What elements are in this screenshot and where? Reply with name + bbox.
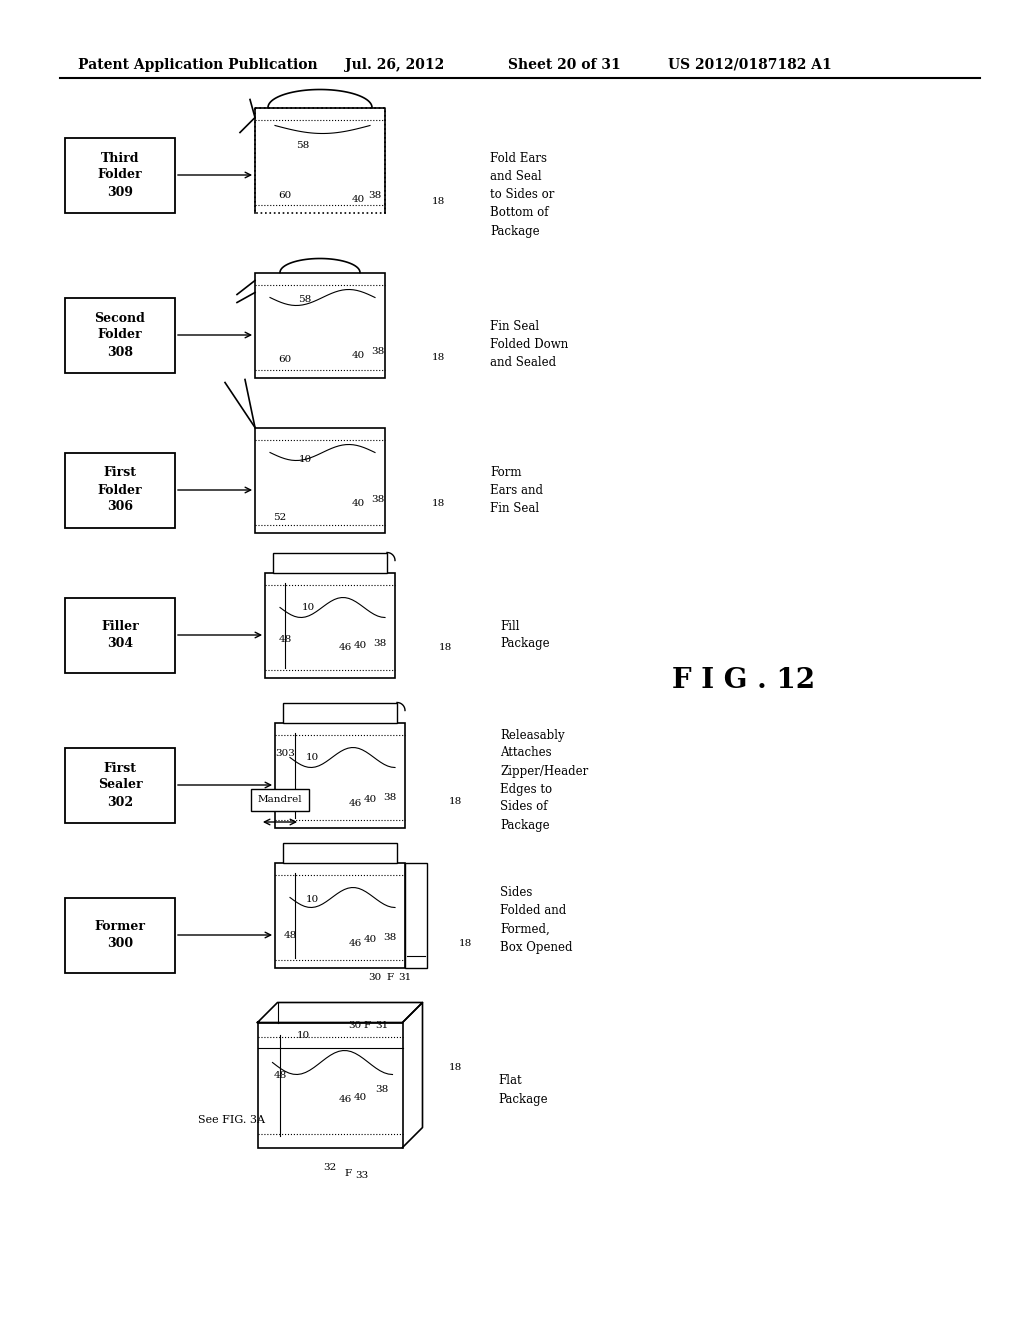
Text: 48: 48 bbox=[284, 931, 297, 940]
Text: 10: 10 bbox=[305, 895, 318, 904]
Text: F: F bbox=[344, 1168, 351, 1177]
Text: 46: 46 bbox=[338, 1096, 351, 1105]
Text: Releasably
Attaches
Zipper/Header
Edges to
Sides of
Package: Releasably Attaches Zipper/Header Edges … bbox=[500, 729, 588, 832]
Text: 10: 10 bbox=[305, 752, 318, 762]
Text: 52: 52 bbox=[273, 513, 287, 523]
Text: Third
Folder
309: Third Folder 309 bbox=[97, 152, 142, 198]
Text: Filler
304: Filler 304 bbox=[101, 620, 139, 649]
Bar bbox=[65, 297, 175, 372]
Text: 40: 40 bbox=[364, 936, 377, 945]
Text: 38: 38 bbox=[376, 1085, 389, 1094]
Text: First
Sealer
302: First Sealer 302 bbox=[97, 762, 142, 808]
Text: 18: 18 bbox=[431, 352, 444, 362]
Text: 30: 30 bbox=[348, 1020, 361, 1030]
Text: 40: 40 bbox=[351, 351, 365, 359]
Text: 38: 38 bbox=[369, 190, 382, 199]
Text: 32: 32 bbox=[324, 1163, 337, 1172]
Bar bbox=[283, 702, 397, 722]
Bar bbox=[65, 453, 175, 528]
Text: 40: 40 bbox=[351, 499, 365, 507]
Text: 10: 10 bbox=[301, 602, 314, 611]
Bar bbox=[283, 842, 397, 862]
Text: 46: 46 bbox=[348, 799, 361, 808]
Bar bbox=[257, 110, 383, 210]
Bar bbox=[65, 898, 175, 973]
Text: F I G . 12: F I G . 12 bbox=[672, 667, 815, 693]
Bar bbox=[255, 428, 385, 532]
Text: See FIG. 3A: See FIG. 3A bbox=[198, 1115, 265, 1125]
Text: Jul. 26, 2012: Jul. 26, 2012 bbox=[345, 58, 444, 73]
Text: US 2012/0187182 A1: US 2012/0187182 A1 bbox=[668, 58, 831, 73]
Text: 31: 31 bbox=[398, 974, 412, 982]
Text: 46: 46 bbox=[338, 644, 351, 652]
Text: 46: 46 bbox=[348, 939, 361, 948]
Text: Flat
Package: Flat Package bbox=[498, 1074, 548, 1106]
Bar bbox=[65, 598, 175, 672]
Text: Sheet 20 of 31: Sheet 20 of 31 bbox=[508, 58, 621, 73]
Text: 48: 48 bbox=[273, 1071, 287, 1080]
Text: 48: 48 bbox=[286, 791, 299, 800]
Text: 38: 38 bbox=[372, 347, 385, 356]
Text: First
Folder
306: First Folder 306 bbox=[97, 466, 142, 513]
Text: F: F bbox=[386, 974, 393, 982]
Text: 40: 40 bbox=[364, 796, 377, 804]
Bar bbox=[65, 137, 175, 213]
Bar bbox=[251, 789, 309, 810]
Text: 48: 48 bbox=[279, 635, 292, 644]
Text: 58: 58 bbox=[298, 296, 311, 305]
Bar bbox=[255, 272, 385, 378]
Text: 38: 38 bbox=[383, 793, 396, 803]
Text: F: F bbox=[364, 1020, 371, 1030]
Text: 18: 18 bbox=[449, 1064, 462, 1072]
Text: 18: 18 bbox=[431, 198, 444, 206]
Text: 18: 18 bbox=[431, 499, 444, 507]
Text: 40: 40 bbox=[353, 1093, 367, 1101]
Text: 60: 60 bbox=[279, 190, 292, 199]
Text: Fill
Package: Fill Package bbox=[500, 619, 550, 651]
Bar bbox=[65, 747, 175, 822]
Text: 58: 58 bbox=[296, 140, 309, 149]
Text: 10: 10 bbox=[296, 1031, 309, 1040]
Bar bbox=[406, 862, 427, 968]
Text: Fin Seal
Folded Down
and Sealed: Fin Seal Folded Down and Sealed bbox=[490, 321, 568, 370]
Bar bbox=[257, 1023, 402, 1147]
Text: 38: 38 bbox=[374, 639, 387, 648]
Text: Form
Ears and
Fin Seal: Form Ears and Fin Seal bbox=[490, 466, 543, 515]
Text: 38: 38 bbox=[372, 495, 385, 504]
Text: 31: 31 bbox=[376, 1020, 389, 1030]
Text: 33: 33 bbox=[355, 1171, 369, 1180]
Text: Patent Application Publication: Patent Application Publication bbox=[78, 58, 317, 73]
Text: 10: 10 bbox=[298, 455, 311, 465]
Text: 38: 38 bbox=[383, 933, 396, 942]
Text: Mandrel: Mandrel bbox=[258, 796, 302, 804]
Bar bbox=[275, 862, 406, 968]
Text: 40: 40 bbox=[353, 640, 367, 649]
Text: 18: 18 bbox=[459, 939, 472, 948]
Text: Second
Folder
308: Second Folder 308 bbox=[94, 312, 145, 359]
Text: 18: 18 bbox=[449, 797, 462, 807]
Text: Fold Ears
and Seal
to Sides or
Bottom of
Package: Fold Ears and Seal to Sides or Bottom of… bbox=[490, 153, 554, 238]
Text: 303: 303 bbox=[275, 748, 295, 758]
Text: Former
300: Former 300 bbox=[94, 920, 145, 950]
Text: 60: 60 bbox=[279, 355, 292, 364]
Bar bbox=[265, 573, 395, 677]
Text: 18: 18 bbox=[438, 644, 452, 652]
Text: 30: 30 bbox=[369, 974, 382, 982]
Bar bbox=[255, 107, 385, 213]
Text: 40: 40 bbox=[351, 195, 365, 205]
Bar bbox=[275, 722, 406, 828]
Bar bbox=[273, 553, 387, 573]
Text: Sides
Folded and
Formed,
Box Opened: Sides Folded and Formed, Box Opened bbox=[500, 887, 572, 953]
